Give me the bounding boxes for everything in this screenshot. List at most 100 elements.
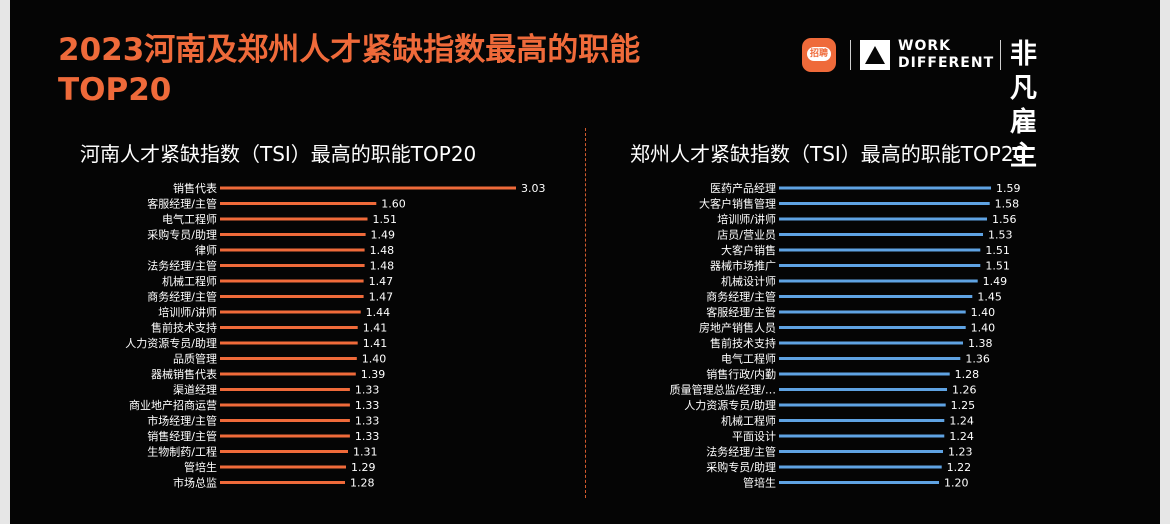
- zhengzhou-value-label: 1.24: [949, 415, 974, 428]
- zhengzhou-value-label: 1.56: [992, 213, 1017, 226]
- brand-separator: [1000, 40, 1001, 70]
- zhengzhou-category-label: 客服经理/主管: [706, 305, 776, 319]
- henan-category-label: 品质管理: [173, 352, 217, 366]
- henan-value-label: 1.41: [363, 337, 388, 350]
- henan-value-label: 1.31: [353, 446, 378, 459]
- henan-value-label: 3.03: [521, 182, 546, 195]
- henan-value-label: 1.29: [351, 461, 376, 474]
- henan-bar: [220, 295, 364, 298]
- henan-category-label: 管培生: [184, 460, 217, 474]
- zhengzhou-bar: [779, 186, 991, 190]
- henan-bar: [220, 279, 364, 283]
- henan-value-label: 1.47: [369, 291, 394, 304]
- zhengzhou-category-label: 法务经理/主管: [706, 445, 776, 459]
- zhengzhou-category-label: 大客户销售: [721, 243, 776, 257]
- zhengzhou-tsi-bar-chart: 医药产品经理 1.59 大客户销售管理 1.58 培训师/讲师 1.56 店员/营业员 1.5…: [670, 181, 1021, 490]
- work-different-logo: WORK DIFFERENT: [898, 38, 994, 72]
- henan-bar: [220, 248, 365, 252]
- henan-bar: [220, 450, 348, 453]
- zhengzhou-bar: [779, 434, 945, 438]
- zhengzhou-value-label: 1.22: [947, 461, 972, 474]
- henan-value-label: 1.44: [366, 306, 391, 319]
- zhengzhou-value-label: 1.53: [988, 229, 1013, 242]
- henan-bar: [220, 465, 346, 469]
- zhengzhou-value-label: 1.40: [971, 322, 996, 335]
- zhengzhou-bar: [779, 233, 983, 236]
- zhengzhou-value-label: 1.38: [968, 337, 993, 350]
- henan-bar: [220, 326, 358, 329]
- henan-category-label: 采购专员/助理: [147, 228, 217, 242]
- zhengzhou-value-label: 1.45: [977, 291, 1002, 304]
- zhengzhou-category-label: 质量管理总监/经理/…: [670, 383, 776, 397]
- zhengzhou-category-label: 器械市场推广: [710, 259, 776, 273]
- page-title-text: 2023河南及郑州人才紧缺指数最高的职能 TOP20: [58, 32, 641, 108]
- henan-category-label: 售前技术支持: [151, 321, 217, 335]
- zhengzhou-value-label: 1.20: [944, 477, 969, 490]
- center-divider: [585, 128, 586, 498]
- henan-value-label: 1.28: [350, 477, 375, 490]
- henan-value-label: 1.47: [369, 275, 394, 288]
- zhengzhou-value-label: 1.51: [985, 260, 1010, 273]
- henan-value-label: 1.48: [370, 244, 395, 257]
- henan-value-label: 1.33: [355, 430, 380, 443]
- henan-category-label: 渠道经理: [173, 383, 217, 397]
- zhengzhou-category-label: 管培生: [743, 476, 776, 490]
- zhengzhou-bar: [779, 481, 939, 484]
- henan-category-label: 销售代表: [173, 181, 217, 195]
- henan-category-label: 器械销售代表: [151, 367, 217, 381]
- henan-category-label: 培训师/讲师: [158, 305, 217, 319]
- zhengzhou-category-label: 平面设计: [732, 430, 776, 443]
- zhengzhou-category-label: 店员/营业员: [717, 228, 776, 242]
- chat-bubble-logo-icon: 招聘: [802, 38, 836, 72]
- henan-category-label: 客服经理/主管: [147, 197, 217, 211]
- henan-category-label: 销售经理/主管: [147, 429, 217, 443]
- henan-value-label: 1.33: [355, 399, 380, 412]
- henan-category-label: 律师: [195, 244, 217, 257]
- zhengzhou-category-label: 电气工程师: [721, 352, 776, 366]
- henan-category-label: 生物制药/工程: [147, 445, 217, 459]
- logo-icon-text: 招聘: [807, 47, 831, 61]
- zhengzhou-category-label: 培训师/讲师: [717, 212, 776, 226]
- zhengzhou-bar: [779, 295, 973, 298]
- zhengzhou-bar: [779, 403, 946, 407]
- zhengzhou-value-label: 1.59: [996, 182, 1021, 195]
- henan-value-label: 1.40: [362, 353, 387, 366]
- zhengzhou-category-label: 机械设计师: [721, 274, 776, 288]
- henan-category-label: 市场经理/主管: [147, 414, 217, 428]
- henan-bar: [220, 419, 350, 422]
- zhengzhou-category-label: 销售行政/内勤: [706, 367, 776, 381]
- zhengzhou-bar: [779, 357, 961, 360]
- henan-category-label: 人力资源专员/助理: [125, 336, 217, 350]
- henan-value-label: 1.39: [361, 368, 386, 381]
- zhengzhou-category-label: 售前技术支持: [710, 336, 776, 350]
- work-different-line1: WORK: [898, 38, 951, 54]
- left-chart-title: 河南人才紧缺指数（TSI）最高的职能TOP20: [80, 142, 477, 166]
- zhengzhou-bar: [779, 372, 950, 376]
- zhengzhou-value-label: 1.58: [995, 198, 1020, 211]
- zhengzhou-value-label: 1.40: [971, 306, 996, 319]
- zhengzhou-value-label: 1.23: [948, 446, 973, 459]
- henan-category-label: 电气工程师: [162, 212, 217, 226]
- slide: 2023河南及郑州人才紧缺指数最高的职能 TOP20 招聘 WORK DIFFE…: [10, 0, 1160, 524]
- henan-category-label: 法务经理/主管: [147, 259, 217, 273]
- henan-bar: [220, 481, 345, 484]
- henan-bar: [220, 341, 358, 345]
- zhengzhou-bar: [779, 202, 990, 205]
- zhengzhou-value-label: 1.25: [951, 399, 976, 412]
- henan-bar: [220, 186, 516, 190]
- henan-value-label: 1.60: [381, 198, 406, 211]
- henan-value-label: 1.33: [355, 384, 380, 397]
- zhengzhou-bar: [779, 279, 978, 283]
- henan-value-label: 1.49: [371, 229, 396, 242]
- zhengzhou-value-label: 1.26: [952, 384, 977, 397]
- henan-value-label: 1.51: [373, 213, 398, 226]
- zhengzhou-category-label: 采购专员/助理: [706, 460, 776, 474]
- henan-bar: [220, 310, 361, 314]
- zhengzhou-bar: [779, 248, 981, 252]
- page-title: 2023河南及郑州人才紧缺指数最高的职能 TOP20: [58, 30, 640, 110]
- zhengzhou-bar: [779, 310, 966, 314]
- henan-bar: [220, 434, 350, 438]
- zhengzhou-bar: [779, 450, 943, 453]
- henan-value-label: 1.41: [363, 322, 388, 335]
- brand-separator: [850, 40, 851, 70]
